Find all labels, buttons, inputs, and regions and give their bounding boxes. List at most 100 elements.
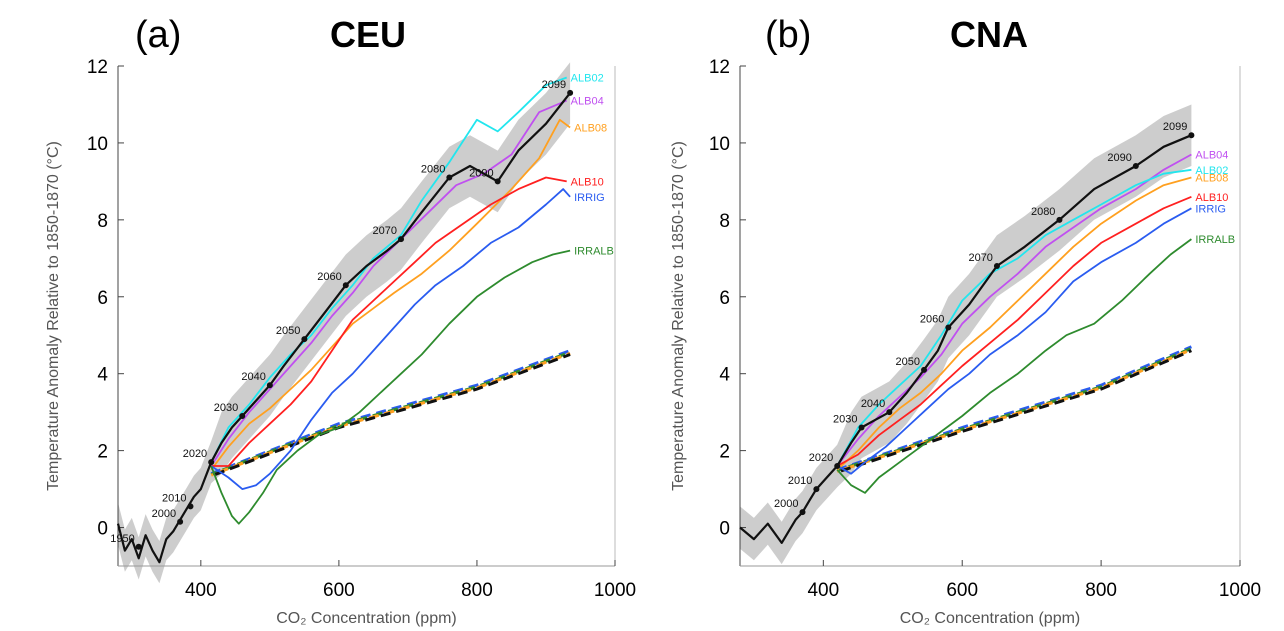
series-line-irralb [210, 249, 571, 525]
year-label: 2050 [276, 325, 300, 337]
year-marker [1132, 163, 1139, 169]
y-tick-label: 8 [97, 211, 108, 232]
year-marker [266, 382, 273, 389]
year-marker [993, 263, 1000, 269]
y-tick-label: 2 [97, 442, 108, 463]
year-label: 2099 [1163, 121, 1187, 133]
y-tick-label: 6 [97, 288, 108, 309]
series-line-irrig [836, 207, 1192, 475]
year-marker [1188, 132, 1195, 139]
series-label-alb10: ALB10 [1195, 192, 1228, 204]
x-tick-label: 600 [323, 580, 355, 601]
year-label: 2010 [162, 492, 186, 504]
year-marker [342, 282, 349, 289]
series-line-alb04 [210, 99, 568, 467]
year-label: 2000 [774, 498, 798, 510]
y-axis-label: Temperature Anomaly Relative to 1850-187… [670, 141, 687, 491]
x-tick-label: 800 [461, 580, 493, 601]
year-marker [567, 89, 574, 96]
year-label: 2000 [152, 508, 176, 520]
year-marker [921, 366, 928, 373]
y-tick-label: 6 [719, 288, 730, 309]
year-label: 2020 [809, 452, 833, 464]
year-label: 2040 [241, 371, 265, 383]
year-marker [858, 424, 865, 431]
series-line-alb10 [836, 195, 1192, 467]
panel-title: CNA [950, 14, 1028, 55]
series-line-alb02 [836, 168, 1192, 467]
y-tick-label: 0 [97, 519, 108, 540]
series-line-alb08 [210, 118, 571, 471]
year-marker [208, 459, 215, 466]
series-label-alb08: ALB08 [1195, 173, 1228, 185]
x-axis-label: CO₂ Concentration (ppm) [276, 610, 457, 627]
series-line-alb04 [836, 153, 1192, 467]
series-line-irralb [836, 238, 1192, 494]
y-tick-label: 0 [719, 519, 730, 540]
year-label: 2060 [317, 271, 341, 283]
panel-letter: (a) [135, 14, 181, 56]
y-tick-label: 10 [87, 134, 108, 155]
year-marker [446, 174, 453, 181]
y-tick-label: 10 [709, 134, 730, 155]
year-label: 2090 [469, 167, 493, 179]
series-label-irralb: IRRALB [574, 246, 614, 258]
dashed-series-line [836, 349, 1192, 474]
dashed-series-line [210, 353, 571, 478]
series-label-alb08: ALB08 [574, 123, 607, 135]
panel-ceu: (a) CEU 0 2 4 6 8 10 12 400 600 800 1000 CO₂ Concentr… [45, 14, 636, 627]
x-tick-label: 600 [946, 580, 978, 601]
series-label-alb10: ALB10 [571, 176, 604, 188]
year-label: 2070 [373, 225, 397, 237]
x-axis-label: CO₂ Concentration (ppm) [900, 610, 1081, 627]
x-tick-label: 400 [185, 580, 217, 601]
year-marker [799, 509, 806, 516]
year-marker [239, 413, 246, 419]
year-marker [135, 543, 142, 550]
x-tick-label: 1000 [1219, 580, 1261, 601]
year-marker [494, 178, 501, 185]
year-marker [301, 336, 308, 343]
year-marker [177, 518, 184, 525]
series-label-alb04: ALB04 [571, 96, 604, 108]
year-label: 2070 [968, 252, 992, 264]
series-line-irrig [210, 188, 571, 491]
year-marker [1056, 216, 1063, 223]
x-tick-label: 400 [807, 580, 839, 601]
uncertainty-band [740, 104, 1192, 565]
y-tick-label: 2 [719, 442, 730, 463]
y-axis-label: Temperature Anomaly Relative to 1850-187… [45, 141, 62, 491]
panel-cna: (b) CNA 0 2 4 6 8 10 12 400 600 800 1000 CO₂ Concentr… [670, 14, 1261, 627]
series-line-alb02 [210, 76, 568, 463]
series-line-ctl [739, 134, 1192, 545]
panel-title: CEU [330, 14, 406, 55]
y-tick-label: 4 [719, 365, 730, 386]
year-label: 2060 [920, 314, 944, 326]
year-label: 2080 [1031, 206, 1055, 218]
year-marker [945, 324, 952, 331]
year-label: 2020 [183, 448, 207, 460]
series-label-irralb: IRRALB [1195, 234, 1235, 246]
series-label-alb02: ALB02 [1195, 165, 1228, 177]
year-label: 2099 [542, 79, 566, 91]
x-tick-label: 800 [1085, 580, 1117, 601]
panel-letter: (b) [765, 14, 811, 56]
year-label: 2050 [896, 356, 920, 368]
year-label: 2030 [214, 402, 238, 414]
series-label-irrig: IRRIG [1195, 203, 1226, 215]
year-marker [187, 503, 194, 510]
year-label: 2040 [861, 398, 885, 410]
year-marker [834, 463, 841, 469]
y-tick-label: 12 [87, 57, 108, 78]
year-label: 1950 [110, 533, 134, 545]
series-label-alb02: ALB02 [571, 73, 604, 85]
year-label: 2090 [1107, 152, 1131, 164]
x-tick-label: 1000 [594, 580, 636, 601]
year-marker [886, 409, 893, 416]
y-tick-label: 12 [709, 57, 730, 78]
series-label-irrig: IRRIG [574, 192, 605, 204]
series-line-alb10 [211, 176, 567, 467]
y-tick-label: 4 [97, 365, 108, 386]
y-tick-label: 8 [719, 211, 730, 232]
